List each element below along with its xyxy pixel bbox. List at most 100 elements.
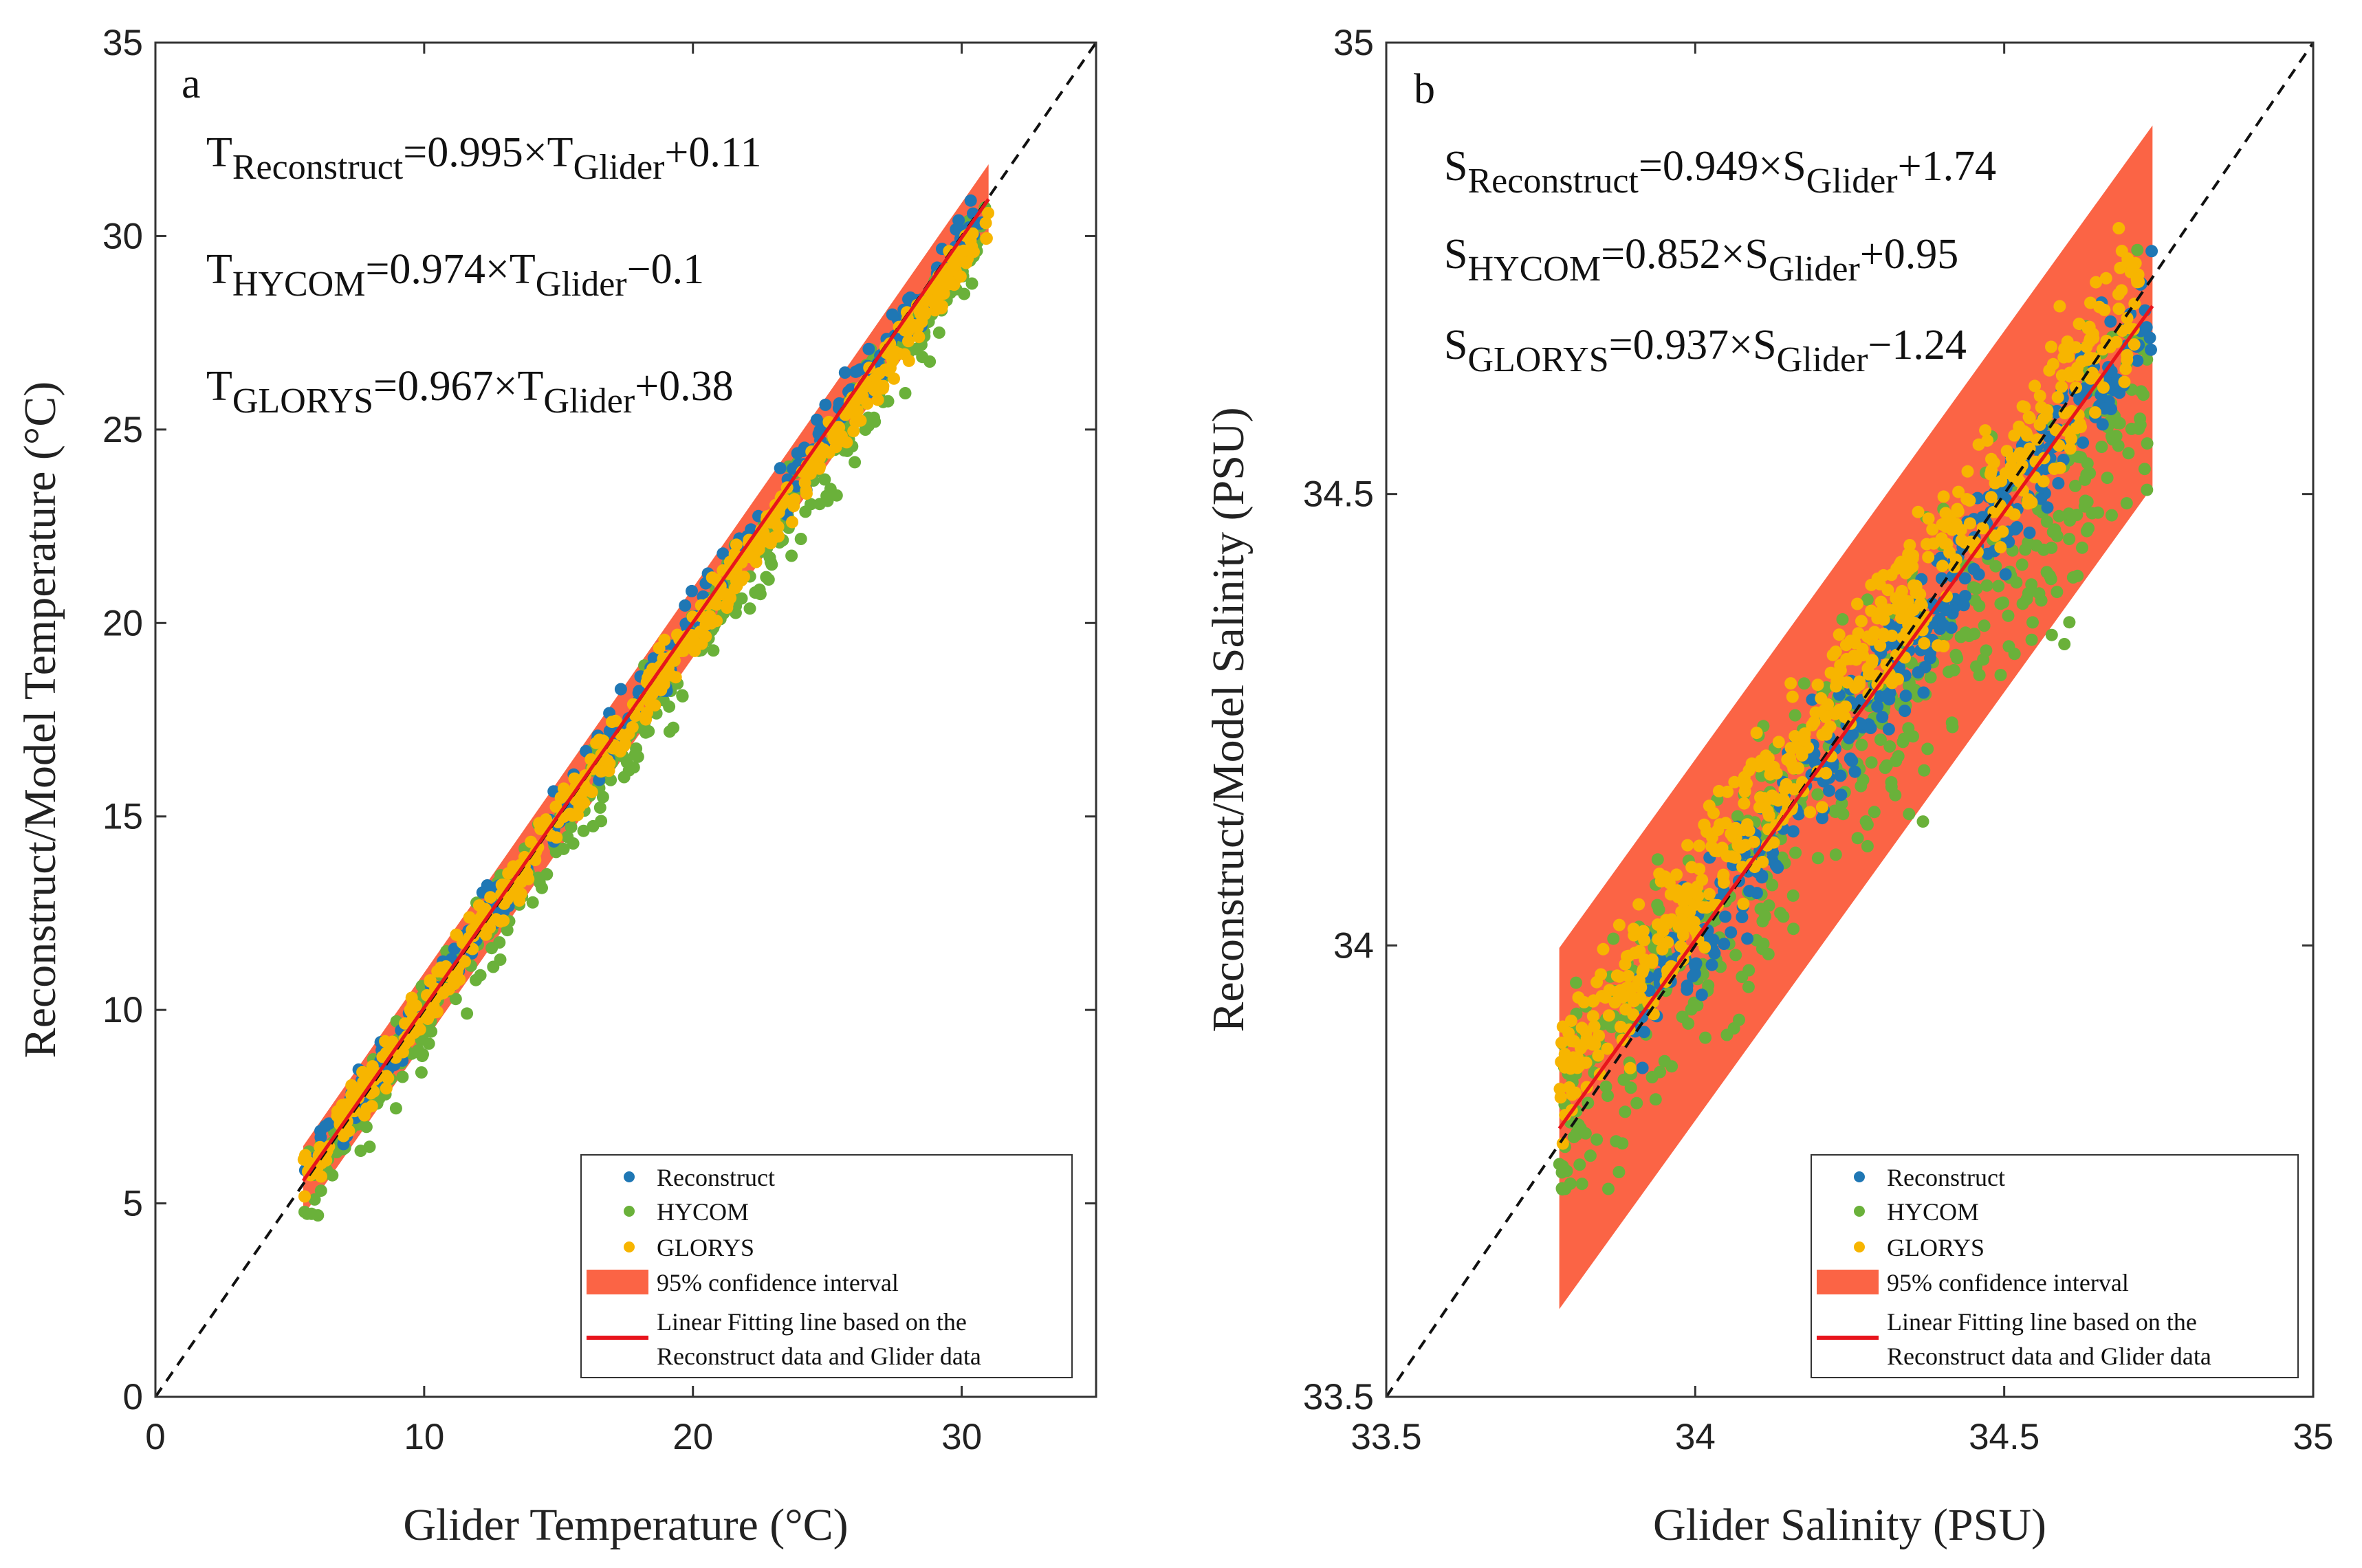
point-glorys: [494, 915, 507, 928]
point-glorys: [2029, 379, 2042, 393]
legend: Reconstruct HYCOM GLORYS 95% confidence …: [1811, 1154, 2299, 1378]
point-hycom: [2079, 494, 2092, 507]
point-glorys: [1747, 835, 1760, 848]
point-glorys: [888, 372, 900, 385]
point-glorys: [1731, 838, 1745, 851]
legend-label-fit-1: Linear Fitting line based on the: [657, 1308, 967, 1336]
point-hycom: [2131, 243, 2144, 256]
y-tick-label: 0: [123, 1377, 143, 1417]
point-glorys: [1981, 434, 1994, 447]
point-glorys: [2069, 341, 2082, 354]
point-glorys: [1590, 975, 1604, 989]
point-glorys: [298, 1190, 311, 1203]
point-glorys: [1728, 775, 1741, 788]
point-glorys: [2073, 318, 2086, 331]
point-glorys: [1849, 681, 1862, 694]
legend-marker-reconstruct: [1854, 1171, 1865, 1182]
point-glorys: [601, 754, 614, 767]
point-hycom: [2110, 430, 2123, 443]
point-hycom: [1874, 733, 1887, 746]
point-glorys: [1943, 546, 1956, 559]
point-glorys: [507, 860, 520, 873]
legend-marker-glorys: [1854, 1241, 1865, 1252]
point-reconstruct: [819, 398, 832, 411]
point-glorys: [550, 831, 563, 844]
x-tick-label: 30: [941, 1417, 982, 1457]
point-hycom: [1612, 1166, 1626, 1178]
point-hycom: [2051, 586, 2064, 599]
point-glorys: [1852, 627, 1865, 640]
point-glorys: [2051, 391, 2064, 404]
legend-swatch-confidence: [587, 1270, 648, 1294]
point-glorys: [382, 1072, 395, 1085]
point-glorys: [2033, 389, 2046, 402]
point-reconstruct: [2039, 463, 2052, 476]
point-glorys: [813, 462, 826, 475]
point-glorys: [914, 307, 927, 320]
point-glorys: [1766, 789, 1779, 802]
legend-label-glorys: GLORYS: [657, 1234, 754, 1261]
scatter-points: [297, 194, 994, 1222]
point-hycom: [1699, 1031, 1712, 1044]
point-hycom: [2141, 437, 2154, 450]
point-glorys: [463, 911, 476, 924]
point-glorys: [1961, 465, 1974, 478]
point-hycom: [1553, 1158, 1566, 1171]
point-reconstruct: [2098, 402, 2111, 415]
point-glorys: [1636, 966, 1649, 979]
point-reconstruct: [2143, 331, 2156, 344]
x-tick-label: 34: [1675, 1417, 1716, 1457]
point-hycom: [2053, 509, 2066, 522]
point-glorys: [1822, 698, 1835, 711]
point-reconstruct: [1690, 957, 1703, 970]
point-glorys: [1602, 1009, 1615, 1022]
point-reconstruct: [314, 1125, 327, 1138]
point-glorys: [772, 530, 785, 543]
y-tick-label: 25: [102, 410, 143, 450]
point-glorys: [1738, 797, 1751, 810]
point-hycom: [567, 837, 580, 850]
plot-frame: [1385, 41, 2315, 1398]
point-glorys: [2035, 401, 2048, 414]
x-tick-label: 20: [672, 1417, 713, 1457]
point-hycom: [1630, 1096, 1643, 1109]
point-glorys: [1784, 677, 1797, 690]
point-reconstruct: [1880, 689, 1893, 703]
point-hycom: [577, 824, 590, 837]
point-hycom: [595, 815, 608, 828]
y-tick-label: 30: [102, 216, 143, 256]
point-hycom: [1829, 806, 1842, 819]
point-glorys: [1666, 887, 1679, 899]
axis-ticks: 0 10 20 30 0 5 10 15 20 25 30 35: [102, 23, 1096, 1457]
point-glorys: [1922, 551, 1935, 564]
point-glorys: [1786, 690, 1799, 703]
legend-marker-hycom: [1854, 1206, 1865, 1217]
point-hycom: [760, 571, 773, 584]
point-glorys: [1932, 639, 1945, 652]
legend-marker-reconstruct: [624, 1171, 635, 1182]
point-glorys: [2018, 401, 2031, 414]
point-hycom: [474, 969, 487, 982]
point-glorys: [1703, 799, 1716, 813]
point-glorys: [1903, 539, 1916, 551]
point-hycom: [1918, 764, 1931, 777]
point-glorys: [1706, 831, 1718, 844]
point-reconstruct: [1899, 705, 1912, 717]
point-glorys: [954, 270, 967, 283]
point-hycom: [1997, 596, 2010, 609]
point-reconstruct: [862, 342, 875, 355]
point-reconstruct: [1689, 967, 1701, 980]
point-glorys: [966, 227, 979, 240]
equation-glorys: SGLORYS=0.937×SGlider−1.24: [1444, 322, 1967, 379]
point-glorys: [2121, 311, 2134, 324]
point-glorys: [2130, 273, 2143, 286]
point-reconstruct: [1848, 765, 1861, 778]
point-glorys: [884, 362, 897, 375]
equation-hycom: THYCOM=0.974×TGlider−0.1: [206, 246, 704, 304]
point-glorys: [1896, 593, 1910, 606]
point-hycom: [416, 1050, 428, 1063]
point-reconstruct: [614, 683, 627, 696]
point-hycom: [849, 456, 862, 469]
point-glorys: [2112, 302, 2125, 316]
point-hycom: [2040, 515, 2053, 528]
